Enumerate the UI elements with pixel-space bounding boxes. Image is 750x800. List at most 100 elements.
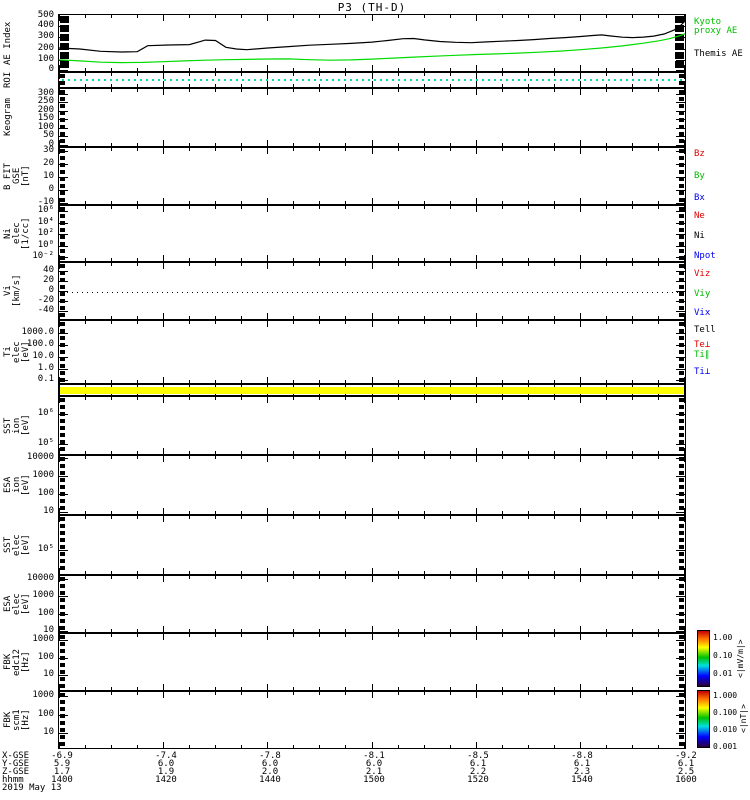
y-tick — [676, 164, 685, 165]
time-tick — [502, 687, 503, 690]
time-tick — [267, 448, 268, 454]
y-tick — [676, 177, 685, 178]
time-tick — [528, 629, 529, 632]
minor-tick-strip-right — [679, 635, 684, 689]
time-tick — [111, 380, 112, 383]
y-tick — [676, 579, 685, 580]
time-tick — [450, 629, 451, 632]
time-tick — [85, 576, 86, 579]
time-tick — [59, 508, 60, 514]
time-tick — [580, 508, 581, 514]
y-tick — [676, 444, 685, 445]
time-tick — [554, 321, 555, 324]
time-tick — [372, 15, 373, 21]
time-tick — [267, 516, 268, 522]
time-tick — [372, 89, 373, 95]
time-tick — [293, 576, 294, 579]
time-tick — [111, 629, 112, 632]
time-tick — [554, 634, 555, 637]
ephemeris-value: 2.1 — [365, 767, 383, 777]
time-tick — [241, 73, 242, 76]
time-tick — [59, 313, 60, 319]
time-tick — [372, 263, 373, 269]
y-tick — [676, 640, 685, 641]
time-tick — [580, 397, 581, 403]
time-tick — [293, 15, 294, 18]
minor-tick-strip-right — [679, 457, 684, 513]
time-tick — [137, 148, 138, 151]
time-tick — [528, 68, 529, 71]
time-tick — [85, 511, 86, 514]
time-tick — [215, 206, 216, 209]
time-tick — [345, 15, 346, 18]
time-tick — [267, 568, 268, 574]
time-tick — [293, 84, 294, 87]
time-tick — [606, 576, 607, 579]
time-tick — [215, 73, 216, 76]
time-tick — [476, 140, 477, 146]
time-tick — [632, 634, 633, 637]
y-tick — [59, 380, 68, 381]
time-tick — [372, 255, 373, 261]
time-tick — [345, 206, 346, 209]
time-tick — [85, 73, 86, 76]
time-tick — [241, 316, 242, 319]
y-tick — [59, 271, 68, 272]
y-tick-label: 10 — [43, 506, 54, 516]
time-tick — [658, 397, 659, 400]
time-tick — [502, 380, 503, 383]
time-tick — [450, 745, 451, 748]
time-tick — [554, 148, 555, 151]
time-tick — [632, 516, 633, 519]
time-tick — [658, 258, 659, 261]
time-tick — [554, 263, 555, 266]
time-tick — [85, 201, 86, 204]
time-tick — [398, 68, 399, 71]
time-tick — [424, 263, 425, 266]
time-tick — [476, 255, 477, 261]
time-tick — [580, 65, 581, 71]
time-tick — [241, 692, 242, 695]
y-tick-label: 20 — [43, 275, 54, 285]
time-tick — [606, 745, 607, 748]
time-tick — [606, 201, 607, 204]
time-tick — [241, 385, 242, 388]
time-tick — [476, 89, 477, 95]
time-tick — [215, 201, 216, 204]
time-tick — [684, 89, 685, 95]
time-tick — [398, 692, 399, 695]
time-tick — [267, 692, 268, 698]
time-tick — [632, 68, 633, 71]
time-tick — [398, 201, 399, 204]
y-tick — [676, 271, 685, 272]
time-tick — [267, 397, 268, 403]
time-tick — [424, 511, 425, 514]
time-tick — [398, 15, 399, 18]
time-tick — [554, 380, 555, 383]
time-tick — [476, 65, 477, 71]
time-tick — [606, 258, 607, 261]
time-tick — [684, 140, 685, 146]
time-tick — [658, 451, 659, 454]
time-tick — [111, 84, 112, 87]
ephemeris-value: 6.1 — [573, 759, 591, 769]
time-tick — [345, 397, 346, 400]
time-tick — [111, 745, 112, 748]
y-tick — [59, 26, 68, 27]
time-tick — [319, 576, 320, 579]
time-tick — [450, 385, 451, 388]
y-tick — [59, 301, 68, 302]
time-tick — [502, 258, 503, 261]
time-tick — [345, 148, 346, 151]
time-tick — [215, 576, 216, 579]
time-tick — [137, 73, 138, 76]
time-tick — [658, 68, 659, 71]
y-tick — [676, 369, 685, 370]
time-tick — [85, 745, 86, 748]
time-tick — [319, 206, 320, 209]
y-tick-label: 10.0 — [32, 351, 54, 361]
time-tick — [554, 456, 555, 459]
time-tick — [241, 745, 242, 748]
time-tick — [85, 148, 86, 151]
y-tick — [676, 345, 685, 346]
